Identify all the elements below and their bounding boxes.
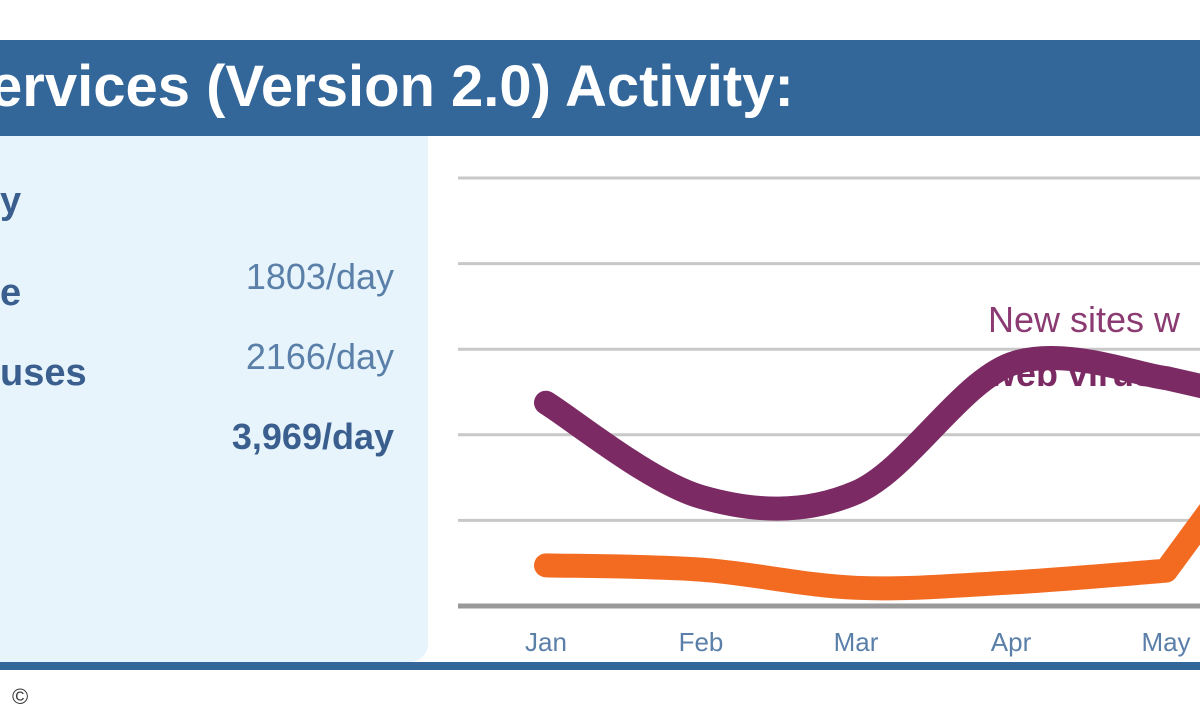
bottom-rule <box>0 662 1200 670</box>
page-title: ervices (Version 2.0) Activity: <box>0 54 794 119</box>
annotation-line-1: New sites w <box>988 299 1181 340</box>
stat-label-1: y <box>0 180 22 222</box>
series-line-2 <box>534 504 1200 601</box>
copyright-notice: © <box>12 684 29 709</box>
stat-value-3: 2166/day <box>245 336 394 377</box>
x-tick-label: Feb <box>679 627 724 657</box>
series-line-1 <box>534 345 1200 521</box>
line-chart: Jan Feb Mar Apr May New sites w web viruse <box>458 176 1200 657</box>
x-tick-label: Mar <box>834 627 879 657</box>
chart-area: Jan Feb Mar Apr May New sites w web viruse <box>428 136 1200 662</box>
annotation-line-2: web viruse <box>987 353 1174 394</box>
stat-value-total: 3,969/day <box>231 416 394 457</box>
x-tick-label: May <box>1141 627 1190 657</box>
chart-series-layer <box>534 345 1200 601</box>
stat-label-3: uses <box>0 352 87 394</box>
stat-label-2: e <box>0 272 22 314</box>
stat-value-2: 1803/day <box>245 256 394 297</box>
x-tick-label: Apr <box>991 627 1032 657</box>
header-bar <box>0 40 1200 136</box>
x-tick-label: Jan <box>525 627 567 657</box>
chart-x-ticks: Jan Feb Mar Apr May <box>525 627 1191 657</box>
stats-panel: y e 1803/day uses 2166/day 3,969/day <box>0 136 428 662</box>
